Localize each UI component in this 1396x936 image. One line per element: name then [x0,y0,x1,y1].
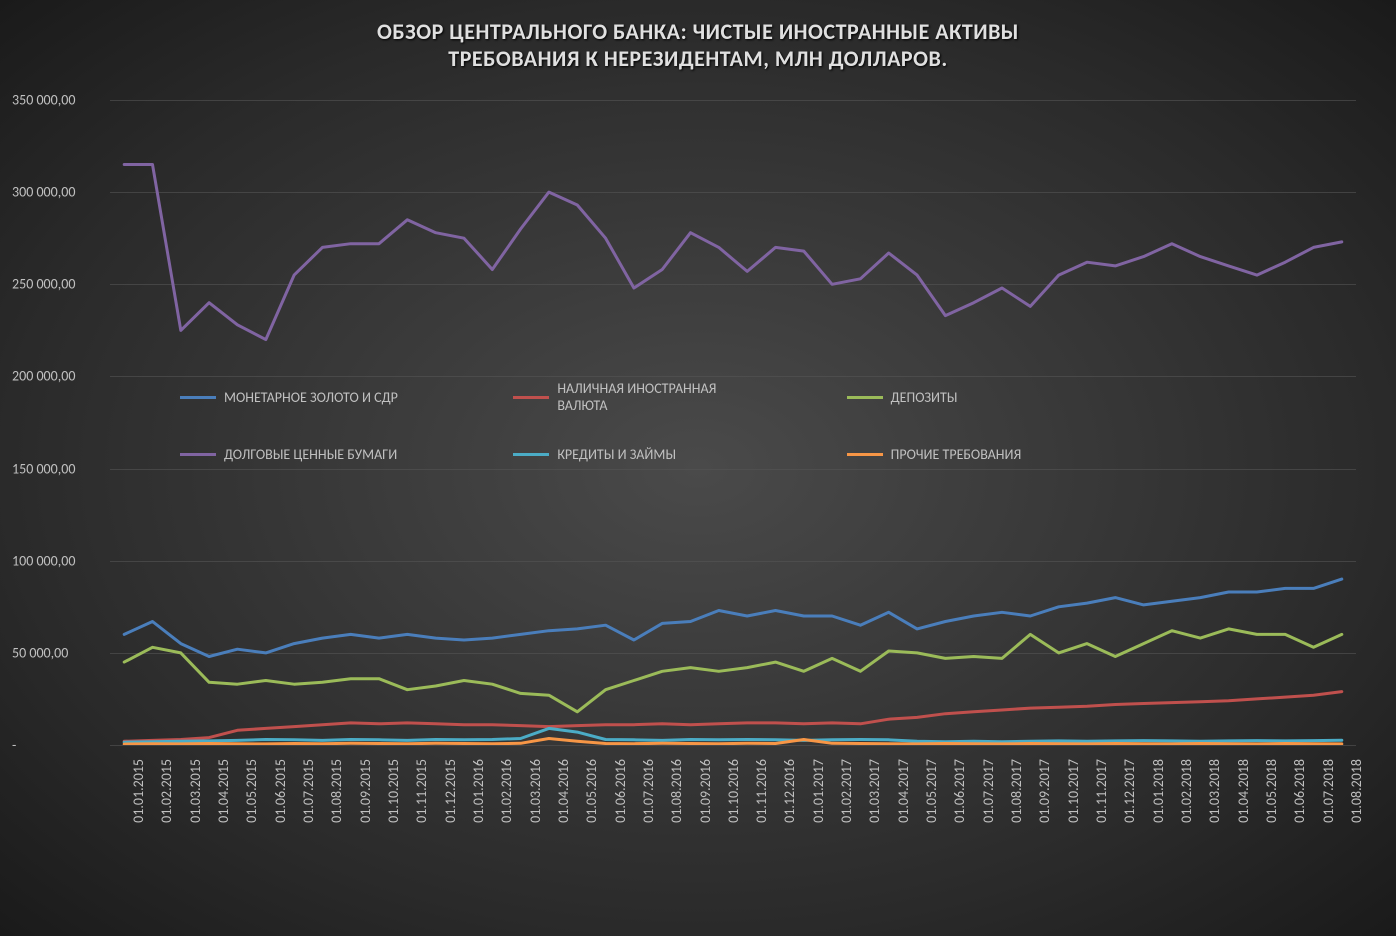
x-tick-label: 01.03.2017 [866,759,883,823]
x-tick-label: 01.08.2017 [1008,759,1025,823]
legend-swatch [513,453,549,456]
x-tick-label: 01.06.2017 [951,759,968,823]
x-tick-label: 01.05.2015 [243,759,260,823]
series-line [124,165,1342,340]
y-tick-label: 50 000,00 [12,644,68,661]
legend-label: МОНЕТАРНОЕ ЗОЛОТО И СДР [224,389,398,406]
x-tick-label: 01.05.2018 [1263,759,1280,823]
x-tick-label: 01.07.2018 [1320,759,1337,823]
title-line1: ОБЗОР ЦЕНТРАЛЬНОГО БАНКА: ЧИСТЫЕ ИНОСТРА… [0,18,1396,45]
y-tick-label: 300 000,00 [12,184,75,201]
legend-swatch [513,396,549,399]
legend-label: НАЛИЧНАЯ ИНОСТРАННАЯ ВАЛЮТА [557,380,766,414]
x-tick-label: 01.05.2016 [583,759,600,823]
x-tick-label: 01.02.2018 [1178,759,1195,823]
legend-item[interactable]: ДЕПОЗИТЫ [847,380,1100,414]
legend-item[interactable]: ПРОЧИЕ ТРЕБОВАНИЯ [847,446,1100,463]
y-tick-label: - [12,737,16,754]
x-tick-label: 01.04.2015 [215,759,232,823]
y-tick-label: 250 000,00 [12,276,75,293]
y-tick-label: 350 000,00 [12,92,75,109]
x-tick-label: 01.01.2016 [470,759,487,823]
x-tick-label: 01.08.2016 [668,759,685,823]
gridline [110,745,1356,746]
legend-label: ПРОЧИЕ ТРЕБОВАНИЯ [891,446,1022,463]
x-tick-label: 01.09.2015 [357,759,374,823]
x-tick-label: 01.03.2018 [1206,759,1223,823]
x-tick-label: 01.07.2016 [640,759,657,823]
x-tick-label: 01.05.2017 [923,759,940,823]
legend-label: КРЕДИТЫ И ЗАЙМЫ [557,446,676,463]
series-line [124,692,1342,742]
series-line [124,579,1342,656]
x-tick-label: 01.03.2015 [187,759,204,823]
legend-swatch [180,396,216,399]
x-tick-label: 01.01.2017 [810,759,827,823]
series-line [124,728,1342,742]
x-tick-label: 01.11.2015 [413,759,430,823]
x-tick-label: 01.08.2018 [1348,759,1365,823]
legend-swatch [847,396,883,399]
x-tick-label: 01.09.2016 [697,759,714,823]
x-tick-label: 01.10.2015 [385,759,402,823]
legend-item[interactable]: ДОЛГОВЫЕ ЦЕННЫЕ БУМАГИ [180,446,433,463]
x-tick-label: 01.06.2015 [272,759,289,823]
chart-container: ОБЗОР ЦЕНТРАЛЬНОГО БАНКА: ЧИСТЫЕ ИНОСТРА… [0,0,1396,936]
legend-swatch [180,453,216,456]
x-tick-label: 01.04.2018 [1235,759,1252,823]
x-tick-label: 01.12.2015 [442,759,459,823]
y-tick-label: 100 000,00 [12,552,75,569]
x-tick-label: 01.12.2016 [781,759,798,823]
x-tick-label: 01.10.2016 [725,759,742,823]
legend-item[interactable]: МОНЕТАРНОЕ ЗОЛОТО И СДР [180,380,433,414]
legend-item[interactable]: НАЛИЧНАЯ ИНОСТРАННАЯ ВАЛЮТА [513,380,766,414]
x-tick-label: 01.01.2015 [130,759,147,823]
y-axis: -50 000,00100 000,00150 000,00200 000,00… [12,100,112,745]
title-line2: ТРЕБОВАНИЯ К НЕРЕЗИДЕНТАМ, МЛН ДОЛЛАРОВ. [0,45,1396,72]
x-tick-label: 01.02.2017 [838,759,855,823]
x-tick-label: 01.06.2016 [612,759,629,823]
x-tick-label: 01.10.2017 [1065,759,1082,823]
x-tick-label: 01.02.2016 [498,759,515,823]
x-tick-label: 01.11.2017 [1093,759,1110,823]
x-tick-label: 01.07.2015 [300,759,317,823]
y-tick-label: 150 000,00 [12,460,75,477]
x-tick-label: 01.08.2015 [328,759,345,823]
legend-label: ДЕПОЗИТЫ [891,389,958,406]
x-tick-label: 01.04.2016 [555,759,572,823]
x-tick-label: 01.09.2017 [1036,759,1053,823]
x-tick-label: 01.01.2018 [1150,759,1167,823]
x-tick-label: 01.11.2016 [753,759,770,823]
x-tick-label: 01.04.2017 [895,759,912,823]
legend-label: ДОЛГОВЫЕ ЦЕННЫЕ БУМАГИ [224,446,397,463]
legend-item[interactable]: КРЕДИТЫ И ЗАЙМЫ [513,446,766,463]
x-tick-label: 01.06.2018 [1291,759,1308,823]
legend-swatch [847,453,883,456]
x-tick-label: 01.03.2016 [527,759,544,823]
legend: МОНЕТАРНОЕ ЗОЛОТО И СДР НАЛИЧНАЯ ИНОСТРАН… [180,380,1180,463]
x-tick-label: 01.07.2017 [980,759,997,823]
x-tick-label: 01.12.2017 [1121,759,1138,823]
y-tick-label: 200 000,00 [12,368,75,385]
chart-title: ОБЗОР ЦЕНТРАЛЬНОГО БАНКА: ЧИСТЫЕ ИНОСТРА… [0,18,1396,72]
x-tick-label: 01.02.2015 [158,759,175,823]
